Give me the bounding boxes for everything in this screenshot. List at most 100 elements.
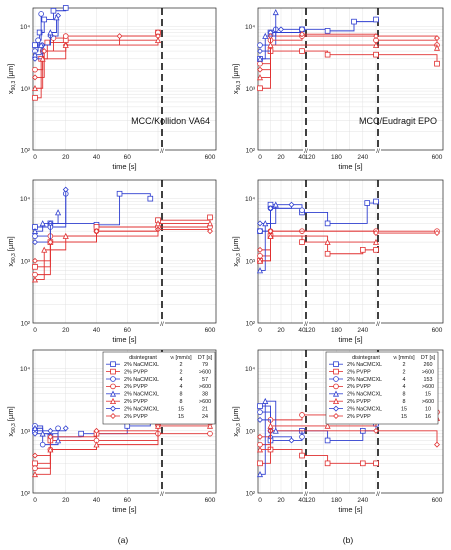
axis-break-gap: [375, 320, 381, 326]
data-point: [256, 55, 264, 62]
data-point: [62, 186, 69, 193]
y-axis-label-main: x: [231, 433, 240, 437]
legend-header-disintegrant: disintegrant: [352, 355, 380, 361]
data-point: [256, 470, 264, 478]
legend-header-dt: DT [s]: [421, 355, 436, 361]
data-point: [32, 42, 38, 48]
data-point: [78, 430, 84, 437]
legend-disintegrant: 2% NaCMCXL: [124, 362, 159, 368]
axis-break-gap: [159, 320, 165, 326]
data-point: [93, 441, 100, 448]
data-point: [256, 74, 264, 81]
axis-break-mark: //: [376, 321, 380, 328]
legend-velocity: 2: [180, 369, 183, 375]
series-line: [35, 427, 59, 441]
y-tick-label: 10³: [246, 258, 256, 265]
x-tick-label: 0: [258, 497, 262, 504]
axis-break-gap: [159, 490, 165, 496]
axis-break-mark: //: [376, 148, 380, 155]
data-point: [359, 247, 366, 253]
data-point: [32, 465, 38, 472]
data-point: [41, 16, 48, 23]
data-point: [116, 33, 123, 40]
y-tick-label: 10³: [21, 258, 31, 265]
y-tick-label: 10⁴: [245, 196, 255, 203]
x-tick-label: 600: [432, 327, 443, 334]
legend-velocity: 15: [401, 406, 407, 412]
plot-frame: [32, 7, 217, 151]
data-point: [35, 37, 41, 44]
legend-dt: 79: [202, 362, 208, 368]
data-point: [256, 267, 264, 274]
series-line: [35, 40, 159, 89]
data-point: [31, 470, 39, 478]
legend-swatch-marker: [333, 368, 339, 375]
data-point: [434, 441, 440, 448]
y-axis-label-main: x: [231, 263, 240, 267]
data-point: [47, 427, 54, 434]
data-point: [257, 460, 263, 467]
y-tick-label: 10²: [246, 491, 256, 498]
data-point: [39, 55, 46, 62]
legend-swatch-marker: [109, 397, 117, 405]
data-point: [62, 41, 69, 48]
axis-break-mark: //: [160, 321, 164, 328]
x-tick-label: 600: [432, 154, 443, 161]
x-tick-label: 40: [93, 327, 101, 334]
legend-dt: 57: [202, 377, 208, 383]
y-tick-label: 10³: [246, 428, 256, 435]
axis-break-mark: //: [160, 148, 164, 155]
x-tick-label: 120: [305, 154, 316, 161]
data-point: [267, 41, 274, 48]
y-tick-label: 10⁴: [245, 366, 255, 373]
data-point: [262, 220, 269, 227]
x-tick-label: 20: [62, 154, 70, 161]
series-line: [260, 430, 438, 445]
series-line: [260, 28, 302, 46]
legend-dt: >600: [422, 399, 434, 405]
x-axis-label: time [s]: [112, 335, 136, 344]
data-point: [324, 250, 331, 257]
legend-velocity: 4: [180, 384, 183, 390]
data-point: [31, 424, 39, 432]
data-point: [257, 66, 263, 73]
legend-swatch-marker: [110, 405, 116, 412]
y-axis-label: x90,3 [µm]: [231, 64, 242, 94]
legend-dt: 16: [425, 414, 431, 420]
data-point: [32, 239, 38, 246]
y-tick-label: 10²: [21, 491, 31, 498]
data-point: [31, 276, 39, 283]
x-tick-label: 600: [205, 154, 216, 161]
axis-break-mark: //: [304, 148, 308, 155]
y-axis-label-sub: 90,3: [11, 423, 17, 433]
data-point: [256, 257, 264, 264]
data-point: [351, 18, 357, 25]
x-tick-label: 60: [124, 497, 132, 504]
legend-dt: >600: [422, 384, 434, 390]
legend-swatch-marker: [333, 361, 339, 367]
axis-break-gap: [159, 147, 165, 153]
data-point: [154, 422, 162, 429]
data-point: [206, 220, 214, 227]
legend-disintegrant: 2% NaCMCXL: [124, 377, 159, 383]
data-point: [372, 41, 380, 48]
legend-disintegrant: 2% PVPP: [347, 384, 371, 390]
x-tick-label: 20: [277, 497, 285, 504]
legend-velocity: 2: [403, 362, 406, 368]
y-tick-label: 10³: [246, 86, 256, 93]
axis-break-gap: [375, 490, 381, 496]
legend-dt: >600: [199, 399, 211, 405]
series-line: [260, 230, 437, 257]
x-tick-label: 240: [357, 497, 368, 504]
legend-disintegrant: 2% PVPP: [347, 369, 371, 375]
data-point: [154, 36, 162, 44]
data-point: [55, 209, 62, 216]
data-point: [39, 220, 46, 227]
data-point: [39, 441, 46, 448]
x-axis-label: time [s]: [338, 162, 362, 171]
data-point: [39, 430, 46, 437]
series-line: [260, 19, 377, 60]
series-line: [35, 212, 59, 232]
data-point: [299, 26, 305, 33]
